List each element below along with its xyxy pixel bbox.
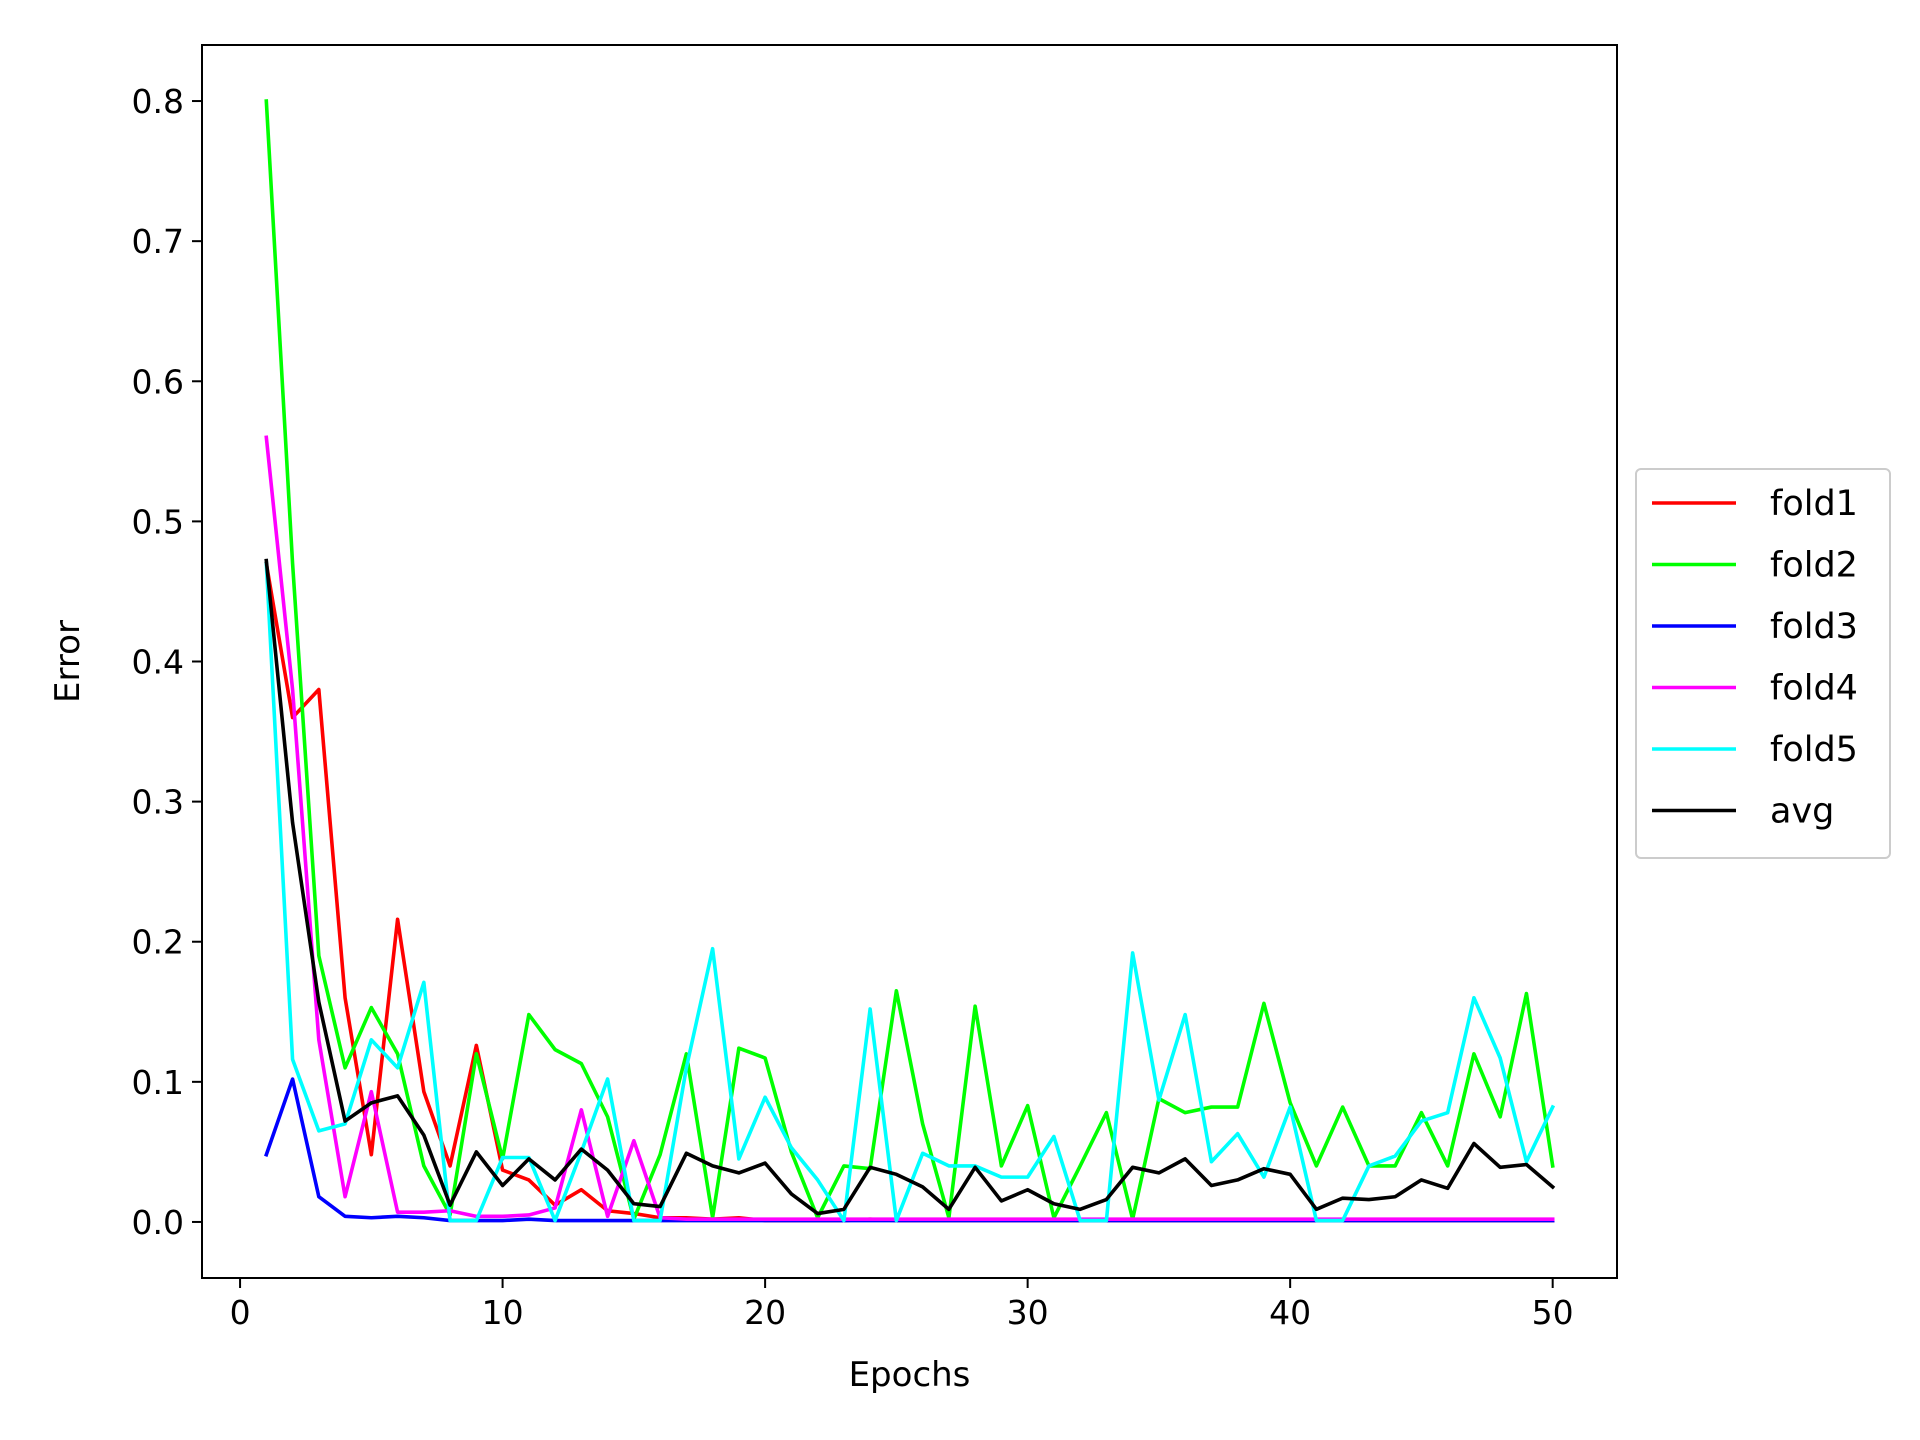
x-axis-label: Epochs xyxy=(849,1355,971,1395)
series-layer xyxy=(264,99,1556,1223)
y-axis-ticks: 0.0 0.1 0.2 0.3 0.4 0.5 0.6 0.7 0.8 xyxy=(132,82,202,1242)
legend: fold1 fold2 fold3 fold4 fold5 avg xyxy=(1635,468,1891,859)
series-line-avg xyxy=(264,558,1556,1216)
legend-label-fold1: fold1 xyxy=(1770,484,1858,524)
x-tick-label: 20 xyxy=(744,1293,786,1332)
series-line-fold2 xyxy=(264,99,1555,1221)
y-tick-label: 0.5 xyxy=(132,502,184,541)
series-line-fold5 xyxy=(264,561,1556,1223)
legend-label-fold3: fold3 xyxy=(1770,607,1858,647)
y-tick-label: 0.3 xyxy=(132,783,184,822)
x-axis-ticks: 0 10 20 30 40 50 xyxy=(230,1278,1574,1332)
y-tick-label: 0.2 xyxy=(132,923,184,962)
y-tick-label: 0.8 xyxy=(132,82,184,121)
legend-label-avg: avg xyxy=(1770,792,1834,832)
legend-label-fold5: fold5 xyxy=(1770,730,1858,770)
y-tick-label: 0.0 xyxy=(132,1203,184,1242)
x-tick-label: 40 xyxy=(1269,1293,1311,1332)
legend-box xyxy=(1635,468,1891,859)
legend-label-fold2: fold2 xyxy=(1770,546,1858,586)
legend-label-fold4: fold4 xyxy=(1770,669,1858,709)
y-axis-label: Error xyxy=(48,620,88,703)
x-tick-label: 10 xyxy=(482,1293,524,1332)
x-tick-label: 0 xyxy=(230,1293,251,1332)
y-tick-label: 0.4 xyxy=(132,643,184,682)
y-tick-label: 0.7 xyxy=(132,222,184,261)
x-tick-label: 30 xyxy=(1007,1293,1049,1332)
y-tick-label: 0.1 xyxy=(132,1063,184,1102)
x-tick-label: 50 xyxy=(1532,1293,1574,1332)
y-tick-label: 0.6 xyxy=(132,362,184,401)
